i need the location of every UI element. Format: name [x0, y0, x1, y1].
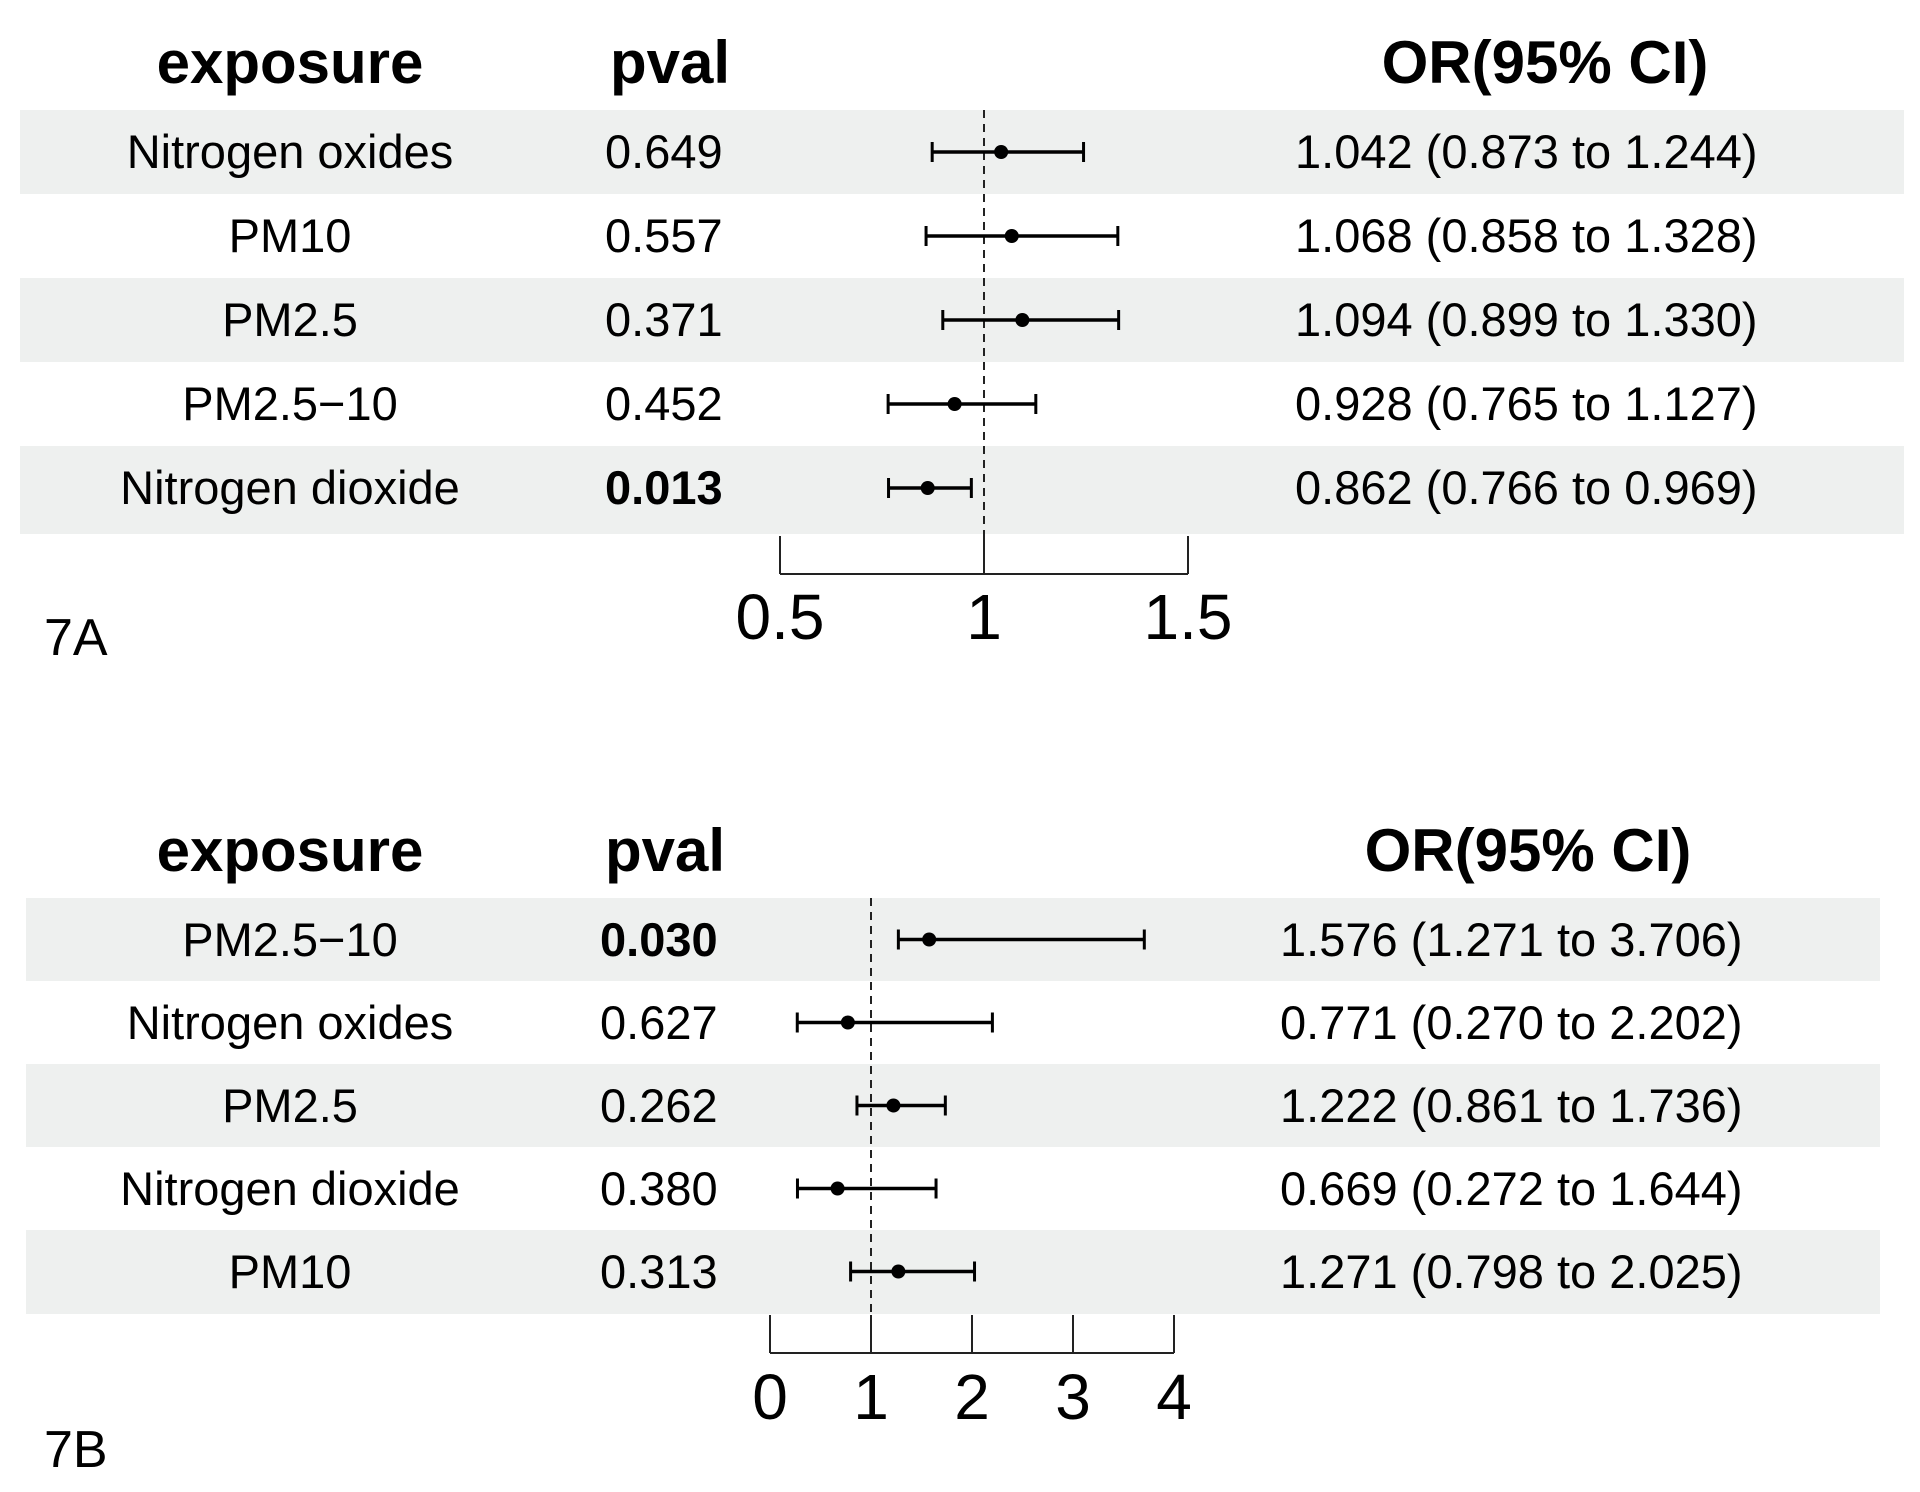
or-ci-label: 1.042 (0.873 to 1.244) — [1295, 125, 1758, 178]
pval-label: 0.557 — [605, 209, 723, 262]
x-tick-label: 0 — [752, 1361, 788, 1433]
header-pval: pval — [604, 817, 726, 884]
x-tick-label: 1 — [966, 581, 1002, 653]
pval-label: 0.262 — [600, 1079, 718, 1132]
forest-plot-area-7a — [779, 110, 1189, 575]
header-or-ci: OR(95% CI) — [1381, 29, 1709, 96]
header-exposure: exposure — [156, 817, 424, 884]
exposure-label: PM10 — [228, 1245, 352, 1298]
or-ci-label: 0.928 (0.765 to 1.127) — [1295, 377, 1758, 430]
exposure-label: Nitrogen dioxide — [120, 1162, 460, 1215]
forest-plot-7b: exposure pval OR(95% CI) PM2.5−10 Nitrog… — [0, 790, 1920, 1490]
or-ci-label: 0.669 (0.272 to 1.644) — [1280, 1162, 1743, 1215]
x-tick-label: 1 — [853, 1361, 889, 1433]
point-estimate — [922, 932, 937, 947]
header-pval: pval — [609, 29, 731, 96]
x-tick-label: 1.5 — [1143, 581, 1233, 653]
exposure-label: Nitrogen oxides — [126, 996, 454, 1049]
exposure-label: PM2.5 — [222, 293, 358, 346]
pval-label: 0.452 — [605, 377, 723, 430]
point-estimate — [1015, 313, 1030, 327]
or-ci-label: 1.271 (0.798 to 2.025) — [1280, 1245, 1743, 1298]
pval-label-significant: 0.013 — [605, 461, 723, 514]
point-estimate — [1004, 229, 1019, 243]
or-ci-label: 1.094 (0.899 to 1.330) — [1295, 293, 1758, 346]
point-estimate — [947, 397, 962, 411]
point-estimate — [830, 1181, 845, 1196]
exposure-label: Nitrogen dioxide — [120, 461, 460, 514]
pval-label-significant: 0.030 — [600, 913, 718, 966]
exposure-label: PM10 — [228, 209, 352, 262]
panel-label-7a: 7A — [44, 609, 108, 667]
x-tick-label: 0.5 — [735, 581, 825, 653]
point-estimate — [886, 1098, 901, 1113]
x-tick-label: 4 — [1156, 1361, 1192, 1433]
pval-label: 0.649 — [605, 125, 723, 178]
row-band — [20, 446, 1904, 534]
point-estimate — [891, 1264, 906, 1279]
point-estimate — [840, 1015, 855, 1030]
point-estimate — [920, 481, 935, 495]
x-tick-label: 2 — [954, 1361, 990, 1433]
row-band — [26, 1064, 1880, 1147]
pval-label: 0.627 — [600, 996, 718, 1049]
or-ci-label: 1.576 (1.271 to 3.706) — [1280, 913, 1743, 966]
header-exposure: exposure — [156, 29, 424, 96]
point-estimate — [994, 145, 1009, 159]
forest-plot-area-7b — [769, 898, 1175, 1354]
pval-label: 0.380 — [600, 1162, 718, 1215]
or-ci-label: 1.222 (0.861 to 1.736) — [1280, 1079, 1743, 1132]
exposure-label: PM2.5−10 — [182, 913, 398, 966]
header-or-ci: OR(95% CI) — [1364, 817, 1692, 884]
or-ci-label: 0.771 (0.270 to 2.202) — [1280, 996, 1743, 1049]
panel-label-7b: 7B — [44, 1421, 108, 1479]
or-ci-label: 0.862 (0.766 to 0.969) — [1295, 461, 1758, 514]
forest-plot-7a: exposure pval OR(95% CI) Nitrogen oxides… — [0, 0, 1920, 700]
exposure-label: PM2.5−10 — [182, 377, 398, 430]
exposure-label: Nitrogen oxides — [126, 125, 454, 178]
pval-label: 0.371 — [605, 293, 723, 346]
x-tick-label: 3 — [1055, 1361, 1091, 1433]
exposure-label: PM2.5 — [222, 1079, 358, 1132]
or-ci-label: 1.068 (0.858 to 1.328) — [1295, 209, 1758, 262]
pval-label: 0.313 — [600, 1245, 718, 1298]
